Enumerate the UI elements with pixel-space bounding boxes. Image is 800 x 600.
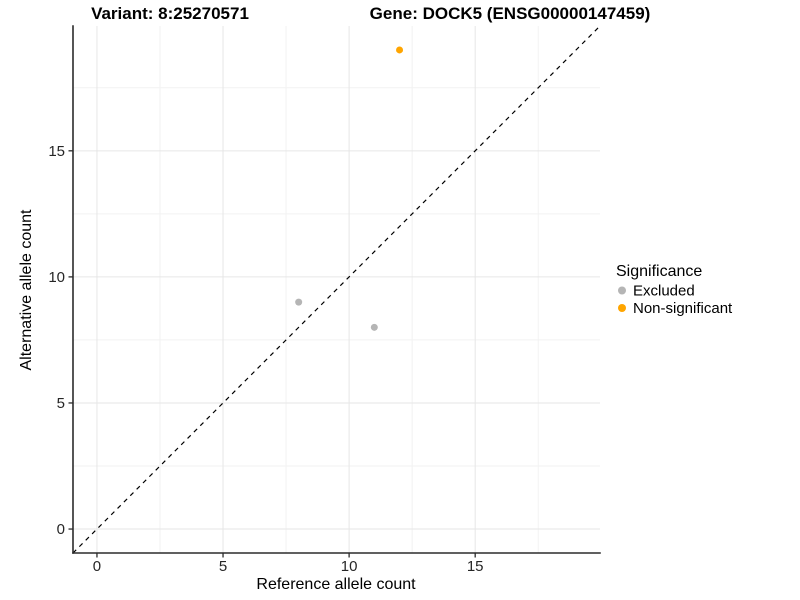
y-tick-label: 15 [48, 143, 65, 160]
y-axis-ticks: 0 5 10 15 [48, 143, 73, 538]
legend-swatch-non-significant [618, 304, 626, 312]
y-tick-label: 10 [48, 269, 65, 286]
legend-label-non-significant: Non-significant [633, 300, 733, 317]
x-tick-label: 15 [467, 558, 484, 575]
x-tick-label: 5 [219, 558, 227, 575]
y-tick-label: 0 [57, 521, 65, 538]
y-axis-label: Alternative allele count [18, 209, 35, 371]
diagonal-reference-line [72, 25, 601, 554]
legend-swatch-excluded [618, 286, 626, 295]
data-points [295, 46, 404, 331]
legend-title: Significance [616, 263, 702, 280]
axes [72, 25, 601, 554]
gridlines [73, 26, 600, 553]
x-axis-label: Reference allele count [256, 576, 416, 593]
identity-dashed-line [72, 25, 601, 554]
x-tick-label: 0 [93, 558, 101, 575]
data-point-excluded [295, 298, 303, 306]
x-tick-label: 10 [341, 558, 358, 575]
y-tick-label: 5 [57, 395, 65, 412]
x-axis-ticks: 0 5 10 15 [93, 553, 484, 575]
plot-title-gene: Gene: DOCK5 (ENSG00000147459) [370, 4, 651, 23]
plot-title-variant: Variant: 8:25270571 [91, 4, 249, 23]
data-point-excluded [370, 323, 378, 331]
data-point-non-significant [396, 46, 404, 54]
legend-label-excluded: Excluded [633, 283, 695, 300]
